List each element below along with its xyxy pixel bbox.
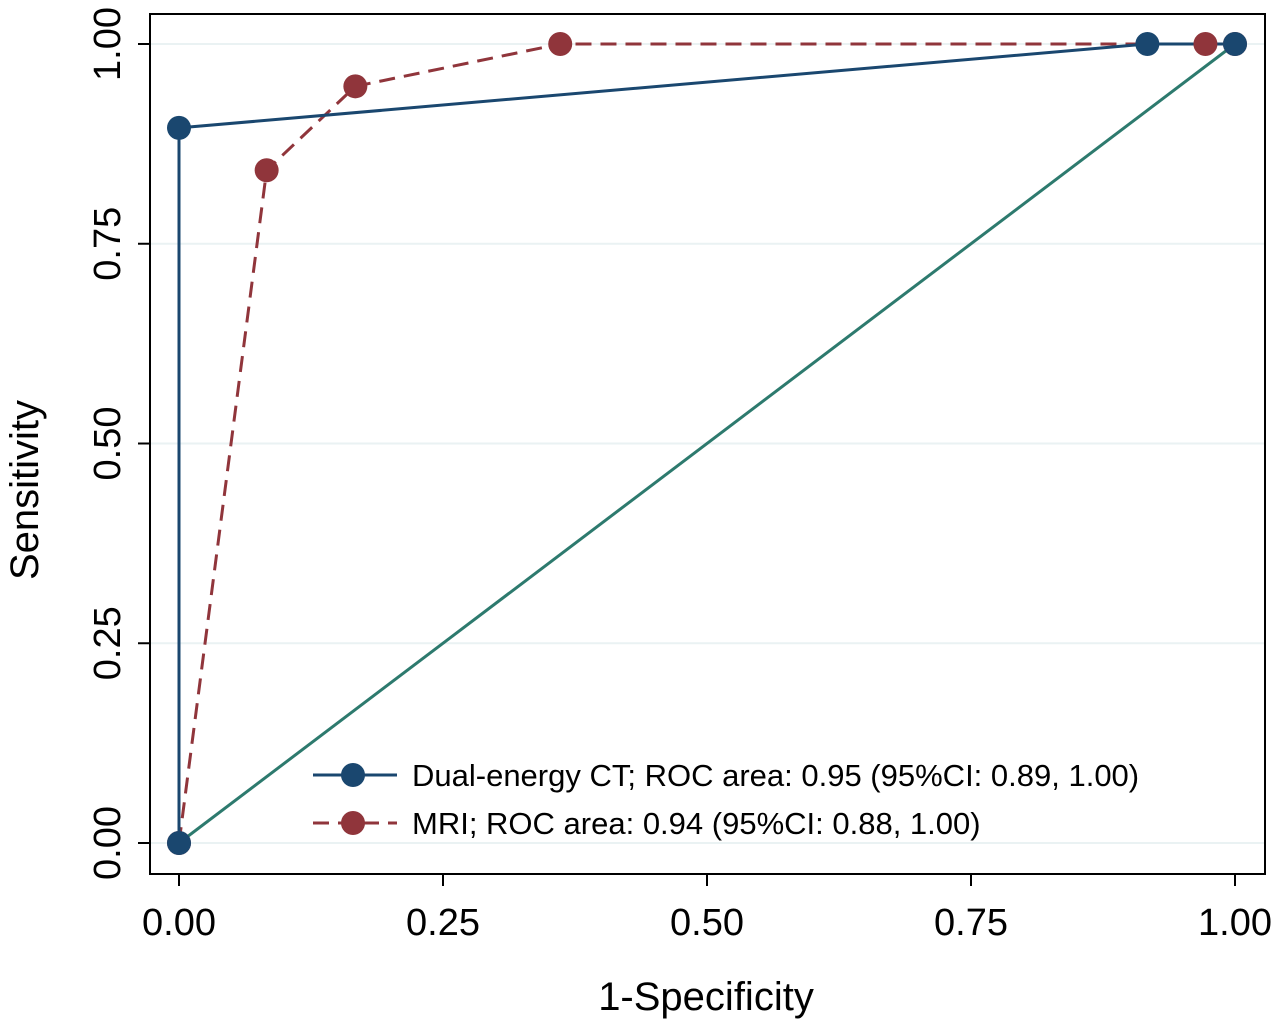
series-line-2 [178, 42, 1236, 845]
axes: 0.00 0.25 0.50 0.75 1.00 0.00 0.25 0.50 0.75 1.00 [87, 7, 1272, 944]
y-axis-title: Sensitivity [3, 400, 47, 580]
series-0-point [167, 115, 191, 140]
y-tick-label: 0.50 [87, 407, 129, 481]
legend: Dual-energy CT; ROC area: 0.95 (95%CI: 0… [313, 758, 1139, 841]
x-tick-label: 1.00 [1198, 902, 1272, 944]
series-0-point [1223, 32, 1247, 56]
legend-label-1: MRI; ROC area: 0.94 (95%CI: 0.88, 1.00) [412, 806, 981, 841]
series-1-point [548, 32, 573, 56]
x-tick-label: 0.25 [406, 902, 480, 944]
x-axis-title: 1-Specificity [598, 975, 814, 1019]
x-tick-label: 0.00 [142, 902, 216, 944]
x-tick-label: 0.75 [934, 902, 1008, 944]
series-1-point [254, 158, 279, 183]
y-tick-label: 1.00 [87, 7, 129, 81]
y-tick-label: 0.00 [87, 806, 129, 880]
series-line-0 [177, 42, 1235, 843]
series-0-point [167, 831, 191, 855]
series-0-point [1135, 32, 1160, 56]
legend-marker-0 [341, 763, 365, 787]
y-tick-label: 0.75 [87, 207, 129, 281]
y-tick-label: 0.25 [87, 606, 129, 680]
series-layer [167, 32, 1247, 855]
series-1-point [343, 74, 368, 99]
x-tick-label: 0.50 [670, 902, 744, 944]
legend-label-0: Dual-energy CT; ROC area: 0.95 (95%CI: 0… [412, 758, 1139, 793]
legend-marker-1 [341, 811, 365, 835]
series-1-point [1193, 32, 1218, 56]
